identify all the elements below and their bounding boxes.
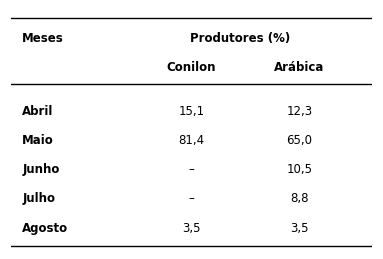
- Text: Julho: Julho: [22, 192, 55, 205]
- Text: 81,4: 81,4: [178, 134, 205, 147]
- Text: 12,3: 12,3: [286, 105, 313, 118]
- Text: 15,1: 15,1: [178, 105, 205, 118]
- Text: –: –: [188, 163, 195, 176]
- Text: –: –: [188, 192, 195, 205]
- Text: 8,8: 8,8: [290, 192, 309, 205]
- Text: Junho: Junho: [22, 163, 60, 176]
- Text: Abril: Abril: [22, 105, 54, 118]
- Text: Meses: Meses: [22, 32, 64, 45]
- Text: Maio: Maio: [22, 134, 54, 147]
- Text: Conilon: Conilon: [167, 61, 216, 74]
- Text: 65,0: 65,0: [286, 134, 313, 147]
- Text: Produtores (%): Produtores (%): [190, 32, 290, 45]
- Text: 3,5: 3,5: [290, 222, 309, 235]
- Text: 10,5: 10,5: [286, 163, 313, 176]
- Text: Agosto: Agosto: [22, 222, 69, 235]
- Text: 3,5: 3,5: [182, 222, 201, 235]
- Text: Arábica: Arábica: [274, 61, 325, 74]
